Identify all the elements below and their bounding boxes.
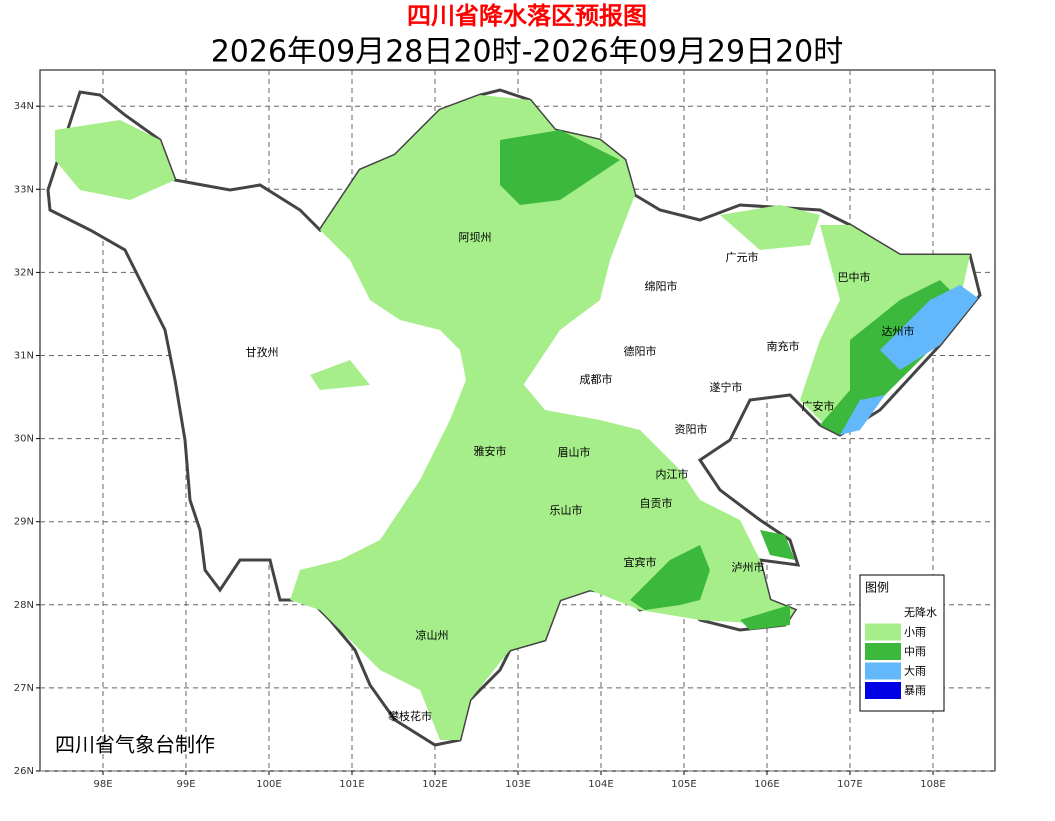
x-tick-label: 100E: [256, 779, 281, 790]
y-tick-label: 33N: [14, 184, 34, 195]
y-tick-label: 27N: [14, 683, 34, 694]
legend-swatch: [865, 643, 901, 660]
city-label: 绵阳市: [645, 279, 678, 293]
city-label: 自贡市: [640, 496, 673, 510]
city-label: 内江市: [656, 467, 689, 481]
city-label: 乐山市: [550, 503, 583, 517]
legend-title: 图例: [865, 581, 889, 595]
legend-label: 暴雨: [904, 684, 926, 697]
subtitle: 2026年09月28日20时-2026年09月29日20时: [211, 35, 844, 70]
city-label: 凉山州: [416, 628, 449, 642]
x-tick-label: 102E: [422, 779, 447, 790]
heavy-rain-area: [840, 285, 978, 435]
legend-label: 大雨: [904, 664, 926, 678]
y-tick-label: 26N: [14, 766, 34, 777]
city-label: 甘孜州: [246, 345, 279, 359]
title: 四川省降水落区预报图: [407, 2, 647, 30]
legend-swatch: [865, 623, 901, 641]
city-label: 眉山市: [558, 445, 591, 459]
credit: 四川省气象台制作: [55, 733, 215, 757]
x-tick-label: 105E: [671, 779, 696, 790]
x-tick-label: 107E: [837, 779, 862, 790]
city-label: 巴中市: [838, 270, 871, 284]
y-tick-label: 30N: [14, 434, 34, 445]
city-label: 阿坝州: [459, 230, 492, 244]
city-label: 资阳市: [675, 422, 708, 436]
city-label: 宜宾市: [624, 555, 657, 569]
x-tick-label: 103E: [505, 779, 530, 790]
x-tick-label: 106E: [754, 779, 779, 790]
city-label: 雅安市: [474, 444, 507, 458]
legend-label: 无降水: [904, 605, 937, 619]
legend-swatch: [865, 682, 901, 699]
x-tick-label: 104E: [588, 779, 613, 790]
legend-label: 中雨: [904, 645, 926, 658]
y-tick-label: 31N: [14, 351, 34, 362]
city-label: 遂宁市: [710, 380, 743, 394]
city-label: 德阳市: [624, 344, 657, 358]
x-tick-label: 98E: [93, 779, 112, 790]
y-tick-label: 32N: [14, 267, 34, 278]
city-label: 成都市: [580, 372, 613, 386]
legend-label: 小雨: [904, 626, 926, 639]
city-label: 泸州市: [732, 560, 765, 574]
city-label: 达州市: [882, 324, 915, 338]
legend-swatch: [865, 604, 901, 621]
legend-swatch: [865, 662, 901, 680]
city-label: 广安市: [802, 399, 835, 413]
x-tick-label: 108E: [920, 779, 945, 790]
city-label: 南充市: [767, 339, 800, 353]
y-tick-label: 34N: [14, 101, 34, 112]
y-tick-label: 29N: [14, 517, 34, 528]
city-label: 广元市: [726, 250, 759, 264]
city-label: 攀枝花市: [388, 709, 432, 723]
y-tick-label: 28N: [14, 600, 34, 611]
x-tick-label: 99E: [176, 779, 195, 790]
x-tick-label: 101E: [339, 779, 364, 790]
